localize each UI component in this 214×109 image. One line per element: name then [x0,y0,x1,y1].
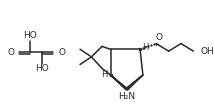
Text: H: H [101,70,107,78]
Text: O: O [156,33,163,42]
Text: HO: HO [35,64,49,73]
Text: H: H [143,43,149,52]
Text: O: O [58,48,65,57]
Polygon shape [126,75,143,90]
Text: H₂N: H₂N [118,92,135,101]
Text: OH: OH [200,47,214,56]
Text: O: O [7,48,14,57]
Text: HO: HO [24,31,37,40]
Polygon shape [110,75,127,90]
